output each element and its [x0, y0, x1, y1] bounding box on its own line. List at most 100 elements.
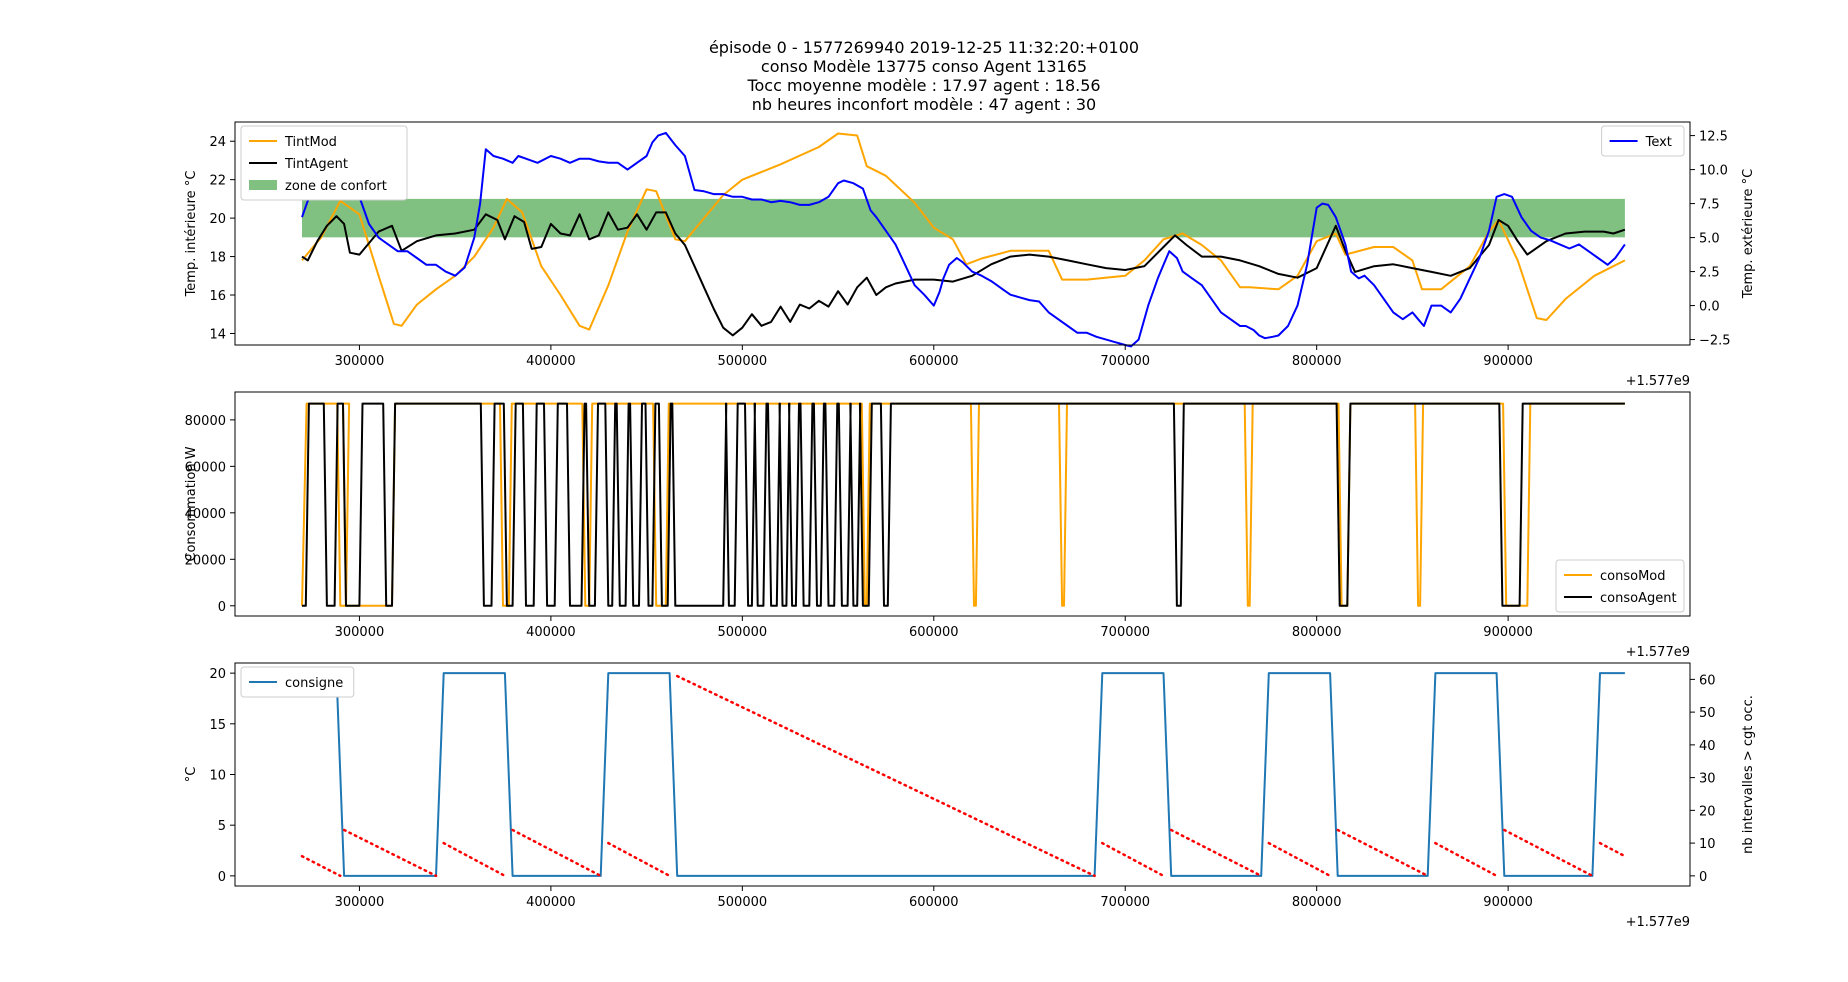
y2-tick-label: 30 — [1699, 772, 1716, 787]
y-tick-label: 0 — [218, 870, 226, 885]
x-tick-label: 600000 — [909, 625, 959, 640]
occ-counter-segment — [300, 854, 342, 878]
x-tick-label: 400000 — [526, 354, 576, 369]
y2-tick-label: 60 — [1699, 673, 1716, 688]
y-tick-label: 5 — [218, 819, 226, 834]
x-offset-text: +1.577e9 — [1626, 915, 1690, 930]
occ-counter-segment — [511, 828, 602, 878]
y2-tick-label: 10.0 — [1699, 164, 1728, 179]
occ-counter-segment — [342, 828, 438, 878]
legend-label: zone de confort — [285, 179, 387, 194]
x-tick-label: 800000 — [1292, 895, 1342, 910]
y2-tick-label: 0 — [1699, 870, 1707, 885]
legend-label: TintMod — [284, 135, 337, 150]
series-line-text — [301, 131, 1626, 348]
series-line-consoagent — [302, 402, 1625, 607]
legend-swatch — [249, 180, 277, 190]
y-tick-label: 80000 — [185, 414, 226, 429]
x-tick-label: 500000 — [718, 895, 768, 910]
legend-label: consigne — [285, 676, 343, 691]
legend-box — [1601, 125, 1685, 157]
y-tick-label: 15 — [209, 718, 226, 733]
consumption-panel: 300000 400000 500000 600000 700000 800000 9000… — [184, 391, 1691, 660]
x-tick-label: 900000 — [1483, 354, 1533, 369]
y2-axis-label: nb intervalles > cgt occ. — [1741, 695, 1756, 854]
y2-tick-label: 12.5 — [1699, 130, 1728, 145]
setpoint-panel: 300000 400000 500000 600000 700000 800000 9000… — [184, 662, 1756, 930]
y2-tick-label: 50 — [1699, 706, 1716, 721]
y-tick-label: 16 — [209, 289, 226, 304]
series-line-tintagent — [301, 211, 1626, 337]
y2-tick-label: 5.0 — [1699, 232, 1720, 247]
x-tick-label: 700000 — [1100, 895, 1150, 910]
x-tick-label: 500000 — [718, 354, 768, 369]
x-tick-label: 400000 — [526, 895, 576, 910]
series-line-tintmod — [301, 132, 1626, 331]
figure-title: épisode 0 - 1577269940 2019-12-25 11:32:… — [0, 38, 1848, 114]
y2-tick-label: 10 — [1699, 837, 1716, 852]
y-tick-label: 22 — [209, 174, 226, 189]
y-tick-label: 20 — [209, 667, 226, 682]
y2-tick-label: 20 — [1699, 804, 1716, 819]
y-axis-label: Consommation W — [184, 446, 199, 561]
y-tick-label: 60000 — [185, 460, 226, 475]
x-tick-label: 700000 — [1100, 625, 1150, 640]
x-tick-label: 900000 — [1483, 625, 1533, 640]
occ-counter-segment — [607, 841, 671, 878]
legend-box — [1555, 559, 1685, 613]
plot-frame — [234, 391, 1691, 617]
occ-counter-segment — [675, 674, 1096, 878]
occ-counter-segment — [1267, 841, 1332, 878]
y2-tick-label: 0.0 — [1699, 300, 1720, 315]
legend-label: consoAgent — [1600, 591, 1677, 606]
legend-label: Text — [1645, 135, 1672, 150]
y-tick-label: 20000 — [185, 553, 226, 568]
y-tick-label: 14 — [209, 327, 226, 342]
occ-counter-segment — [442, 841, 507, 878]
legend-box — [240, 666, 355, 698]
occ-counter-segment — [1169, 828, 1263, 878]
x-offset-text: +1.577e9 — [1626, 374, 1690, 389]
y-tick-label: 20 — [209, 212, 226, 227]
y-tick-label: 10 — [209, 769, 226, 784]
y2-tick-label: 7.5 — [1699, 198, 1720, 213]
x-tick-label: 500000 — [718, 625, 768, 640]
x-tick-label: 700000 — [1100, 354, 1150, 369]
title-line-2: conso Modèle 13775 conso Agent 13165 — [760, 57, 1088, 76]
occ-counter-segment — [1434, 841, 1498, 878]
x-tick-label: 600000 — [909, 895, 959, 910]
x-tick-label: 800000 — [1292, 625, 1342, 640]
x-tick-label: 900000 — [1483, 895, 1533, 910]
x-tick-label: 600000 — [909, 354, 959, 369]
x-tick-label: 400000 — [526, 625, 576, 640]
occ-counter-segment — [1336, 828, 1429, 878]
temperature-panel: 300000 400000 500000 600000 700000 800000 9000… — [184, 121, 1756, 389]
y-tick-label: 24 — [209, 135, 226, 150]
plot-frame — [234, 662, 1691, 887]
y2-tick-label: −2.5 — [1699, 334, 1731, 349]
title-line-3: Tocc moyenne modèle : 17.97 agent : 18.5… — [747, 76, 1101, 95]
y2-tick-label: 2.5 — [1699, 266, 1720, 281]
title-line-4: nb heures inconfort modèle : 47 agent : … — [751, 95, 1097, 114]
x-tick-label: 300000 — [335, 354, 385, 369]
y2-axis-label: Temp. extérieure °C — [1741, 169, 1756, 299]
x-tick-label: 300000 — [335, 895, 385, 910]
y2-tick-label: 40 — [1699, 739, 1716, 754]
y-axis-label: °C — [184, 767, 199, 783]
x-offset-text: +1.577e9 — [1626, 645, 1690, 660]
series-line-consomod — [301, 402, 1625, 607]
comfort-zone — [302, 198, 1625, 238]
x-tick-label: 300000 — [335, 625, 385, 640]
legend-label: TintAgent — [284, 157, 348, 172]
plot-frame — [234, 121, 1691, 346]
occ-counter-segment — [1503, 828, 1594, 878]
series-line-consigne — [335, 672, 1625, 877]
legend-box — [240, 125, 408, 201]
x-tick-label: 800000 — [1292, 354, 1342, 369]
y-axis-label: Temp. intérieure °C — [184, 171, 199, 298]
y-tick-label: 0 — [218, 600, 226, 615]
legend-label: consoMod — [1600, 569, 1666, 584]
occ-counter-segment — [1598, 841, 1627, 858]
y-tick-label: 40000 — [185, 507, 226, 522]
